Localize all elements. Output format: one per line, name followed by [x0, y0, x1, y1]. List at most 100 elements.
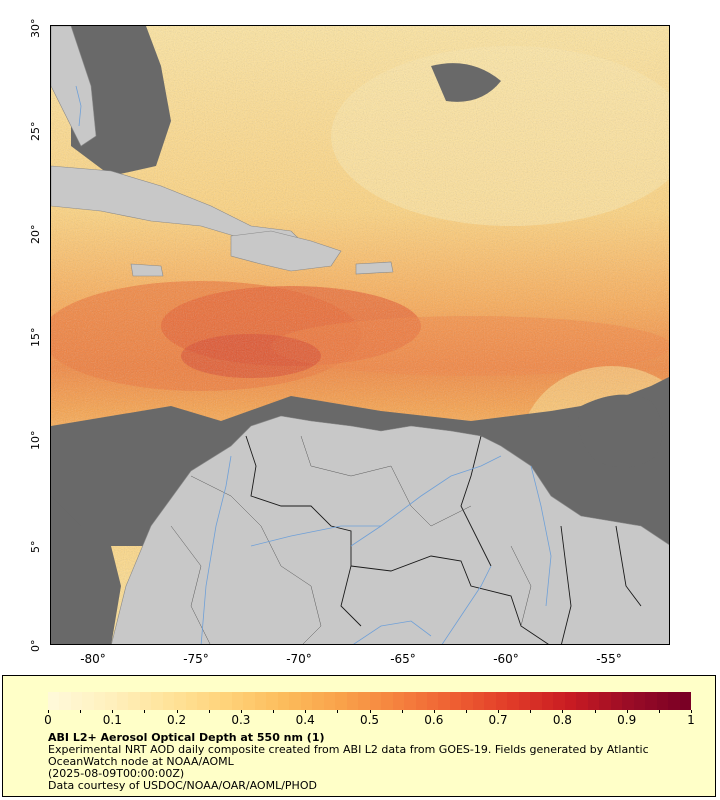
no-data-north-patch	[431, 63, 501, 102]
colorbar-segment	[599, 692, 611, 710]
colorbar-tick-mark	[208, 710, 210, 713]
river-amazon-trib	[353, 620, 432, 644]
colorbar-segment	[518, 692, 531, 710]
colorbar-tick-label: 0.6	[424, 713, 444, 727]
lon-tick-label: -60°	[493, 652, 519, 666]
colorbar-tick-mark	[658, 710, 660, 713]
colorbar-segment	[312, 692, 324, 710]
state-border-4	[170, 525, 211, 644]
colorbar-segment	[197, 692, 209, 710]
colorbar-segment	[93, 692, 106, 710]
state-border-5	[510, 545, 532, 627]
colorbar-segment	[381, 692, 393, 710]
country-borders	[245, 435, 642, 644]
colorbar-segment	[449, 692, 462, 710]
colorbar-segment	[266, 692, 278, 710]
aod-map	[51, 26, 669, 644]
colorbar-segment	[622, 692, 634, 710]
colorbar-segment	[70, 692, 83, 710]
colorbar-segment	[668, 692, 680, 710]
colorbar-segment	[335, 692, 347, 710]
colorbar-segment	[461, 692, 473, 710]
border-venezuela-guyana	[460, 435, 492, 567]
colorbar-segment	[243, 692, 255, 710]
border-guyana-suriname	[560, 525, 572, 644]
land-hispaniola	[230, 230, 342, 272]
lat-tick-label: 30°	[29, 18, 42, 39]
lon-tick-label: -80°	[80, 652, 106, 666]
colorbar-segment	[220, 692, 232, 710]
colorbar-tick-mark	[562, 710, 564, 713]
rivers	[75, 85, 552, 644]
colorbar-segment	[82, 692, 94, 710]
colorbar-segment	[162, 692, 175, 710]
colorbar-segment	[48, 692, 60, 710]
state-border-1	[190, 475, 282, 567]
colorbar-tick-label: 1	[687, 713, 695, 727]
colorbar-segment	[300, 692, 313, 710]
river-magdalena	[200, 455, 232, 644]
colorbar-segment	[679, 692, 692, 710]
lat-tick-label: 20°	[29, 224, 42, 245]
lat-tick-label: 25°	[29, 121, 42, 142]
colorbar-segment	[254, 692, 267, 710]
colorbar-tick-mark	[498, 710, 500, 713]
colorbar-tick-mark	[626, 710, 628, 713]
colorbar-segment	[323, 692, 336, 710]
colorbar-tick-mark	[401, 710, 403, 713]
colorbar-tick-mark	[369, 710, 371, 713]
lon-tick-label: -55°	[596, 652, 622, 666]
legend-title: ABI L2+ Aerosol Optical Depth at 550 nm …	[48, 731, 325, 744]
colorbar-tick-mark	[112, 710, 114, 713]
colorbar-tick-mark	[48, 710, 49, 713]
colorbar-segment	[530, 692, 542, 710]
colorbar-tick-mark	[465, 710, 467, 713]
lat-tick-label: 0°	[29, 639, 42, 653]
colorbar-tick-mark	[337, 710, 339, 713]
colorbar-tick-mark	[176, 710, 178, 713]
colorbar-segment	[116, 692, 129, 710]
lat-tick-label: 15°	[29, 327, 42, 348]
colorbar-segment	[185, 692, 198, 710]
colorbar-tick-label: 0.8	[552, 713, 572, 727]
colorbar-segment	[59, 692, 71, 710]
land-florida	[51, 26, 97, 147]
lon-tick-label: -75°	[183, 652, 209, 666]
colorbar-tick-label: 0.7	[488, 713, 508, 727]
land-jamaica	[130, 263, 164, 277]
lat-tick-label: 10°	[29, 430, 42, 451]
colorbar-tick-mark	[594, 710, 596, 713]
colorbar-tick-mark	[240, 710, 242, 713]
colorbar-segment	[128, 692, 140, 710]
legend-description: Experimental NRT AOD daily composite cre…	[48, 743, 649, 768]
border-suriname-guiana	[615, 525, 642, 607]
colorbar-segment	[541, 692, 554, 710]
legend-credit: Data courtesy of USDOC/NOAA/OAR/AOML/PHO…	[48, 779, 317, 792]
colorbar-segment	[277, 692, 290, 710]
map-panel	[50, 25, 670, 645]
colorbar-tick-mark	[433, 710, 435, 713]
no-data-florida	[71, 26, 171, 176]
lat-tick-label: 5°	[29, 540, 42, 554]
colorbar-segment	[610, 692, 623, 710]
colorbar-tick-mark	[691, 710, 692, 713]
colorbar-segment	[289, 692, 301, 710]
legend-text: ABI L2+ Aerosol Optical Depth at 550 nm …	[48, 732, 688, 792]
colorbar-segment	[576, 692, 588, 710]
colorbar-tick-mark	[144, 710, 146, 713]
colorbar-segment	[231, 692, 244, 710]
colorbar-tick-mark	[305, 710, 307, 713]
river-florida	[75, 85, 82, 127]
no-data-atlantic-east	[578, 394, 663, 468]
land-masses	[51, 26, 669, 644]
colorbar-segment	[358, 692, 370, 710]
colorbar-segment	[656, 692, 669, 710]
colorbar-segment	[392, 692, 405, 710]
river-orinoco	[350, 455, 502, 547]
colorbar-tick-label: 0.2	[167, 713, 187, 727]
legend-date: (2025-08-09T00:00:00Z)	[48, 767, 185, 780]
colorbar-segment	[633, 692, 646, 710]
colorbar-tick-mark	[80, 710, 82, 713]
colorbar-tick-label: 0.1	[102, 713, 122, 727]
colorbar-segment	[139, 692, 152, 710]
